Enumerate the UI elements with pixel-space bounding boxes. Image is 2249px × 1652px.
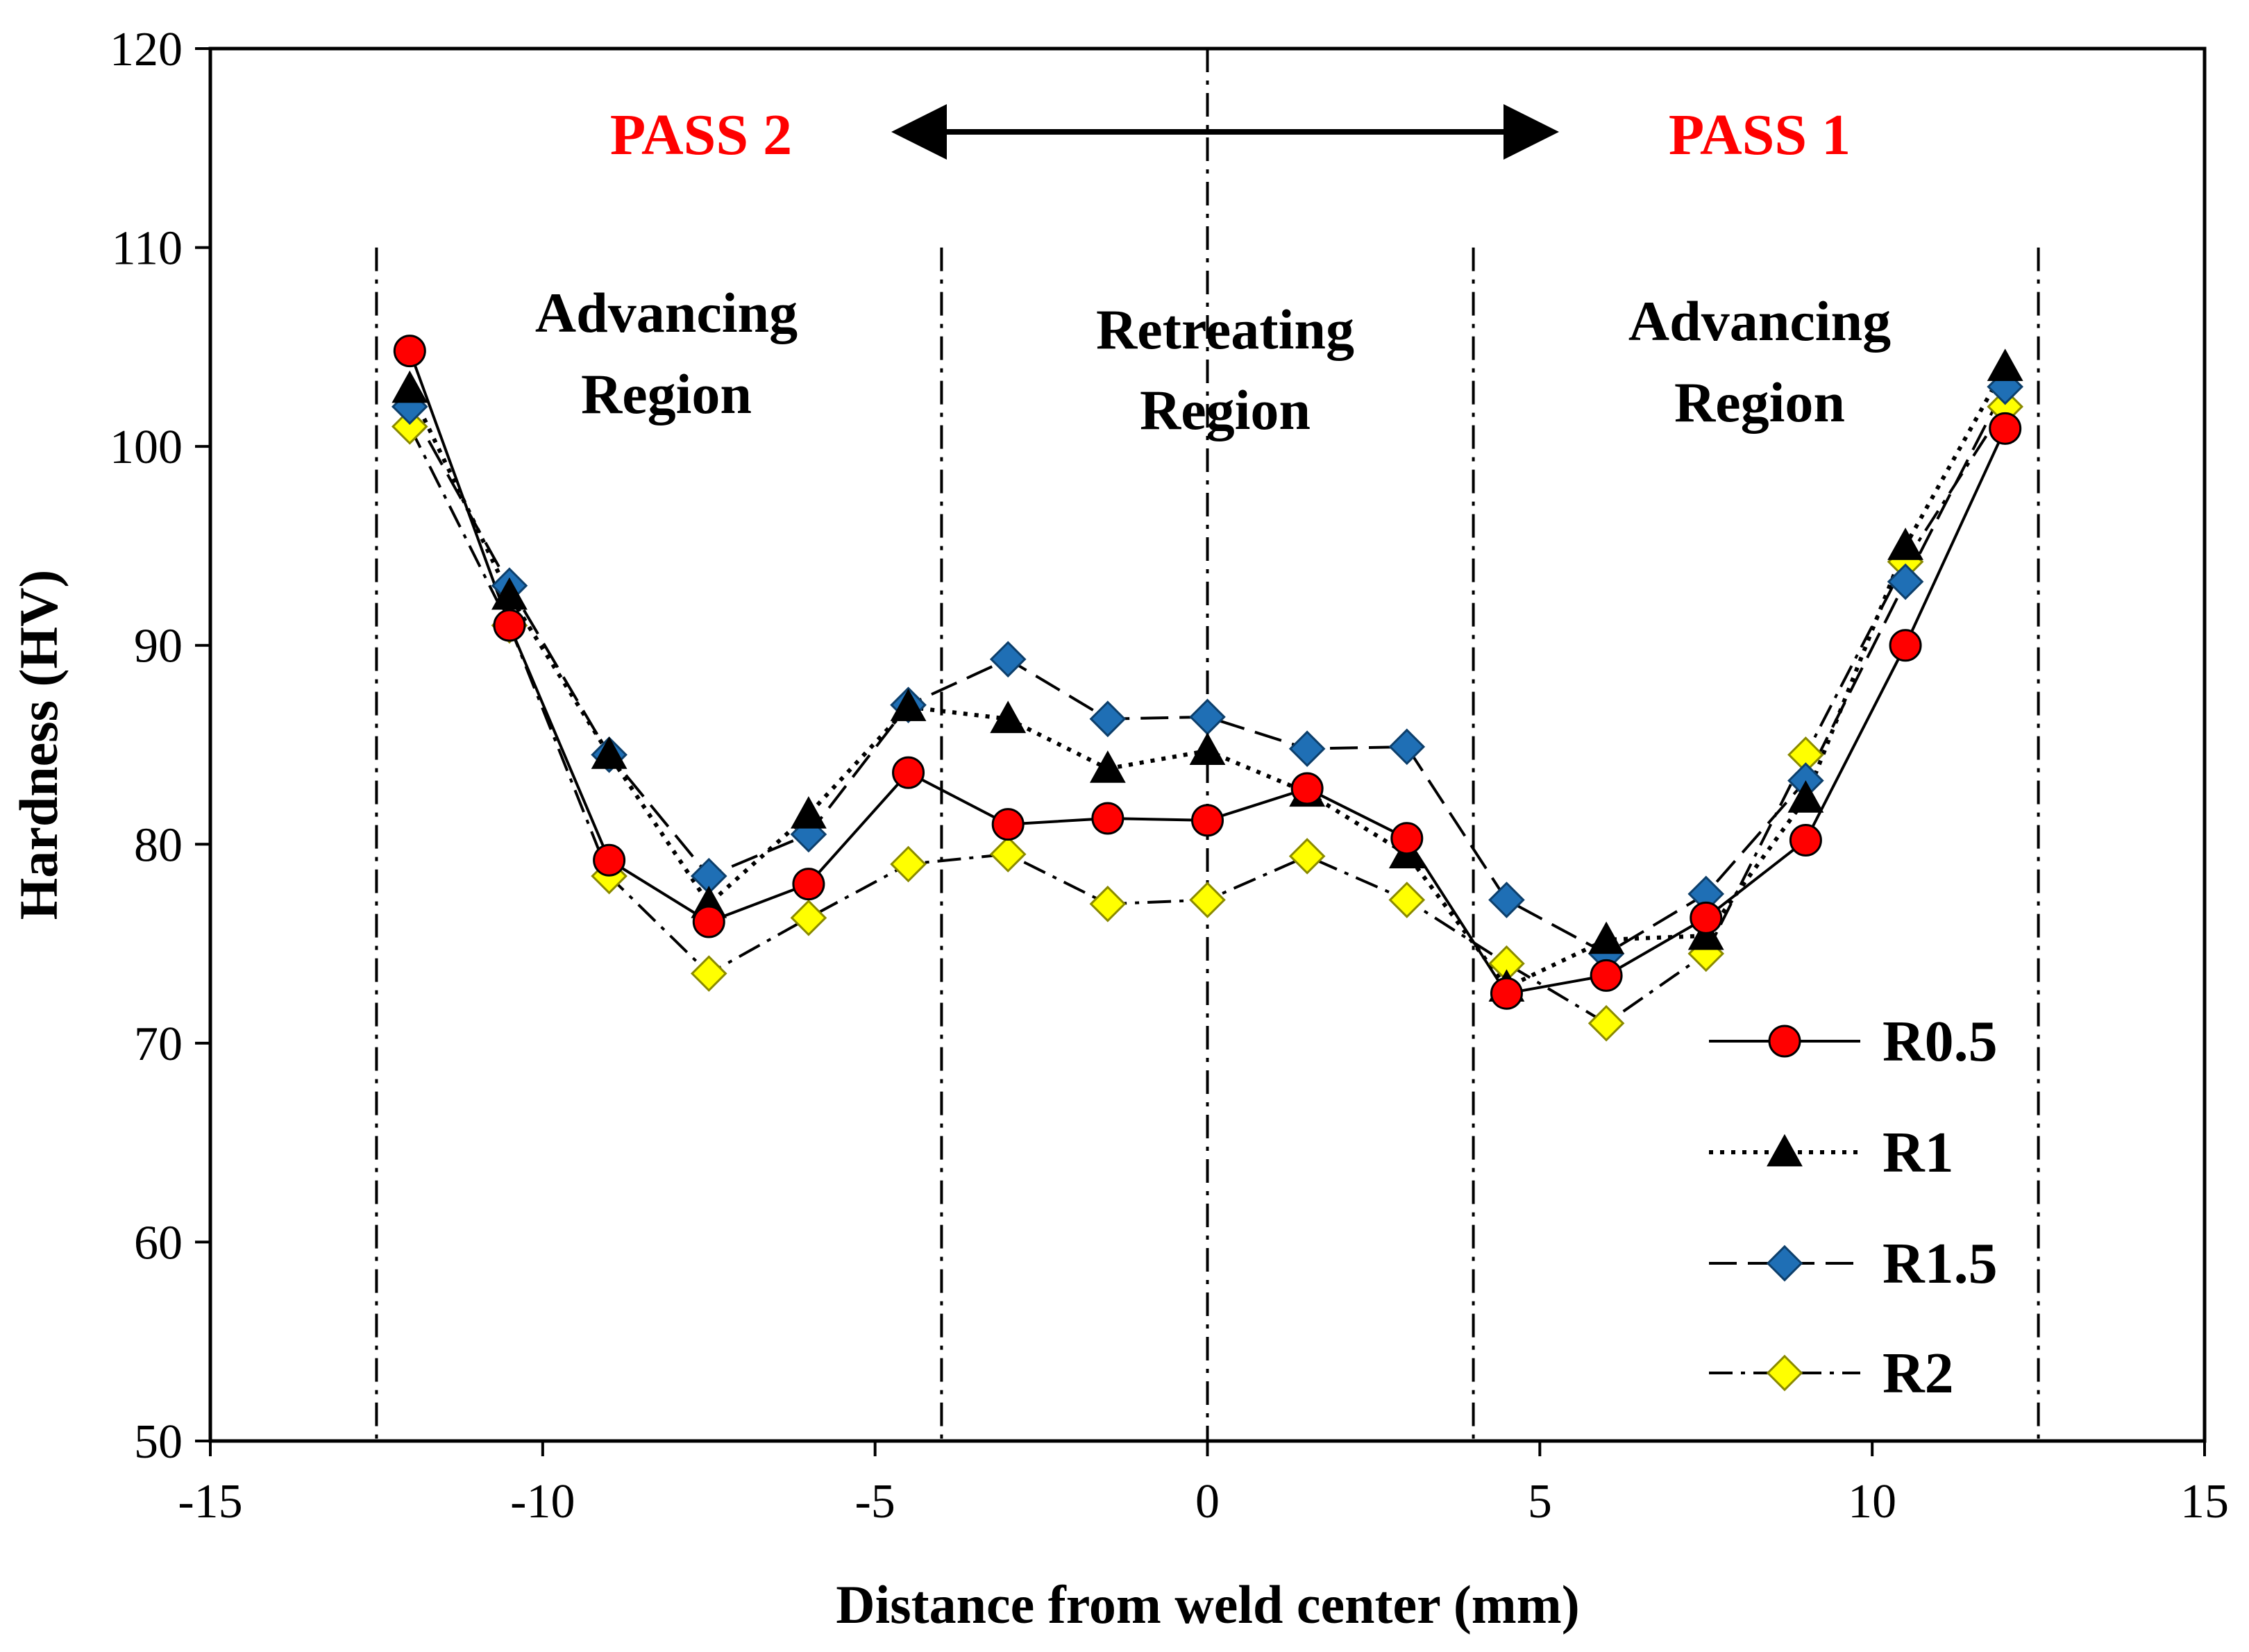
data-point-r1-5 — [1987, 368, 2024, 405]
data-point-r1 — [1887, 528, 1923, 560]
data-point-r2 — [890, 845, 927, 883]
data-point-r2 — [1587, 1004, 1625, 1042]
data-point-r1 — [890, 689, 927, 721]
data-point-r1 — [1089, 750, 1126, 783]
data-point-r1 — [491, 577, 528, 610]
legend-label-r1: R1 — [1882, 1120, 1954, 1185]
data-point-r0-5 — [991, 808, 1025, 841]
x-tick-label: -15 — [178, 1475, 242, 1528]
legend-label-r0-5: R0.5 — [1882, 1009, 1998, 1074]
legend-marker-r0-5 — [1768, 1025, 1801, 1058]
data-point-r0-5 — [593, 843, 626, 877]
data-point-r0-5 — [1690, 901, 1723, 934]
data-point-r1 — [391, 370, 428, 403]
data-point-r1-5 — [989, 641, 1027, 678]
y-tick-label: 120 — [110, 23, 183, 76]
data-point-r2 — [690, 955, 727, 992]
data-point-r0-5 — [1290, 772, 1324, 805]
region-label-left-line2: Region — [581, 362, 752, 425]
data-point-r2 — [1288, 838, 1326, 875]
pass-2-label: PASS 2 — [610, 103, 792, 167]
data-point-r2 — [391, 408, 428, 445]
data-point-r0-5 — [1590, 959, 1623, 992]
pass-1-label: PASS 1 — [1669, 103, 1851, 167]
data-point-r0-5 — [1390, 822, 1424, 855]
y-tick-label: 70 — [134, 1018, 183, 1071]
x-tick-label: -10 — [510, 1475, 575, 1528]
data-point-r0-5 — [892, 756, 925, 789]
data-point-r2 — [989, 836, 1027, 873]
data-point-r1-5 — [1089, 700, 1127, 738]
data-point-r0-5 — [1889, 629, 1922, 662]
legend-marker-r1 — [1767, 1133, 1803, 1167]
region-label-center-line1: Retreating — [1096, 298, 1354, 361]
data-point-r2 — [790, 899, 827, 936]
data-point-r0-5 — [1191, 804, 1224, 837]
region-label-left-line1: Advancing — [535, 281, 798, 344]
data-point-r1 — [990, 700, 1027, 734]
region-label-right-line1: Advancing — [1628, 289, 1891, 353]
data-point-r0-5 — [1091, 802, 1124, 835]
data-point-r0-5 — [792, 868, 825, 901]
data-point-r1 — [791, 796, 827, 829]
data-point-r1-5 — [1189, 698, 1226, 736]
x-tick-label: 10 — [1848, 1475, 1896, 1528]
data-point-r0-5 — [1789, 824, 1822, 857]
x-tick-label: -5 — [855, 1475, 895, 1528]
legend-label-r2: R2 — [1882, 1341, 1954, 1406]
region-label-right-line2: Region — [1674, 371, 1845, 434]
legend-marker-r1-5 — [1766, 1245, 1803, 1282]
data-point-r1 — [591, 736, 627, 769]
data-point-r0-5 — [393, 335, 426, 368]
data-point-r2 — [1089, 885, 1127, 922]
data-point-r2 — [1189, 882, 1226, 918]
data-point-r1-5 — [1488, 882, 1525, 918]
y-axis-title: Hardness (HV) — [8, 570, 69, 920]
data-point-r2 — [1388, 882, 1426, 918]
data-point-r0-5 — [493, 609, 526, 642]
data-point-r1 — [1588, 921, 1624, 954]
legend: R0.5 R1 R1.5 R2 — [1709, 1009, 1998, 1406]
y-tick-label: 50 — [134, 1415, 183, 1469]
region-label-center-line2: Region — [1140, 378, 1311, 441]
data-point-r0-5 — [1490, 977, 1523, 1010]
data-point-r1 — [1189, 732, 1226, 765]
x-tick-label: 0 — [1195, 1475, 1220, 1528]
x-tick-label: 15 — [2180, 1475, 2229, 1528]
data-point-r0-5 — [1989, 412, 2022, 445]
data-point-r0-5 — [692, 905, 725, 938]
y-tick-label: 110 — [112, 222, 183, 276]
data-point-r1-5 — [1288, 730, 1326, 768]
y-tick-label: 90 — [134, 620, 183, 673]
data-point-r1 — [1987, 348, 2023, 381]
data-point-r1 — [1787, 780, 1824, 813]
legend-marker-r2 — [1766, 1354, 1803, 1392]
x-tick-label: 5 — [1528, 1475, 1552, 1528]
series-line-r1-5 — [408, 386, 2007, 956]
y-tick-label: 100 — [110, 421, 183, 474]
y-tick-label: 80 — [134, 818, 183, 872]
x-axis-title: Distance from weld center (mm) — [836, 1574, 1579, 1635]
legend-label-r1-5: R1.5 — [1882, 1231, 1998, 1296]
data-point-r1-5 — [1887, 563, 1924, 600]
y-tick-label: 60 — [134, 1216, 183, 1270]
data-point-r1-5 — [1388, 728, 1426, 766]
